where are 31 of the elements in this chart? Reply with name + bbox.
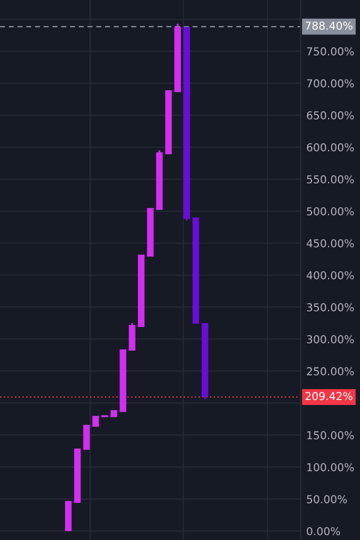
candlestick (202, 323, 208, 400)
candlestick (156, 150, 163, 210)
candlestick (110, 410, 118, 418)
candlestick (192, 218, 200, 324)
y-tick-label: 150.00% (307, 431, 354, 440)
candlestick (120, 349, 126, 412)
y-tick-label: 250.00% (306, 367, 354, 376)
y-tick-label: 650.00% (306, 111, 354, 120)
y-tick-label: 450.00% (306, 239, 354, 248)
y-tick-label: 500.00% (306, 207, 354, 216)
y-tick-label: 700.00% (307, 79, 354, 88)
candlestick (138, 254, 144, 327)
y-tick-label: 400.00% (306, 271, 354, 280)
candlestick (83, 424, 90, 450)
candlestick (128, 322, 136, 351)
candlestick (65, 500, 72, 532)
y-tick-label: 300.00% (306, 335, 354, 344)
candlestick (174, 22, 181, 92)
y-tick-label: 100.00% (307, 463, 354, 472)
candlestick (74, 448, 81, 503)
y-tick-label: 550.00% (306, 175, 354, 184)
ref-line-label: 788.40% (306, 22, 352, 30)
candlestick (92, 416, 99, 427)
y-tick-label: 0.00% (306, 527, 340, 536)
y-tick-label: 50.00% (306, 495, 347, 504)
ref-line-label: 209.42% (306, 392, 352, 400)
candlestick (147, 208, 154, 257)
y-tick-label: 600.00% (306, 143, 354, 152)
candlestick (165, 90, 172, 154)
y-tick-label: 750.00% (307, 47, 354, 56)
y-tick-label: 350.00% (306, 303, 354, 312)
